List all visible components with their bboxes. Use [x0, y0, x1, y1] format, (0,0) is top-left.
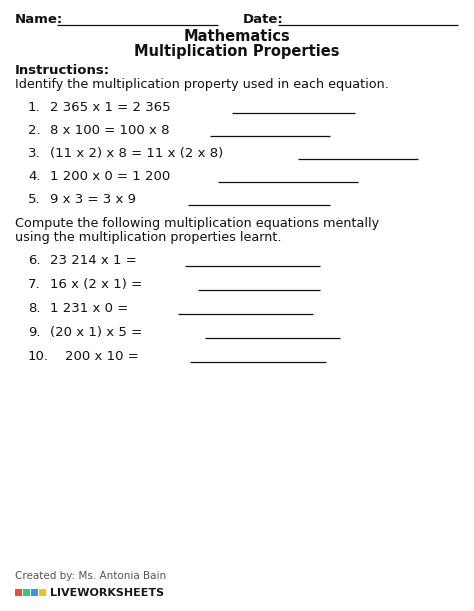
Bar: [31, 589, 38, 596]
Text: Instructions:: Instructions:: [15, 64, 110, 77]
Text: Multiplication Properties: Multiplication Properties: [134, 44, 340, 59]
Text: Date:: Date:: [243, 13, 284, 26]
Text: 2.: 2.: [28, 124, 41, 137]
Text: Created by: Ms. Antonia Bain: Created by: Ms. Antonia Bain: [15, 571, 166, 581]
Text: Mathematics: Mathematics: [183, 29, 291, 44]
Text: 23 214 x 1 =: 23 214 x 1 =: [50, 254, 137, 267]
Bar: [39, 589, 46, 596]
Text: Name:: Name:: [15, 13, 63, 26]
Text: 10.: 10.: [28, 350, 49, 363]
Text: 3.: 3.: [28, 147, 41, 160]
Text: LIVEWORKSHEETS: LIVEWORKSHEETS: [50, 588, 164, 598]
Text: 9.: 9.: [28, 326, 40, 339]
Text: 4.: 4.: [28, 170, 40, 183]
Text: 6.: 6.: [28, 254, 40, 267]
Text: 1.: 1.: [28, 101, 41, 114]
Text: 8 x 100 = 100 x 8: 8 x 100 = 100 x 8: [50, 124, 170, 137]
Text: 5.: 5.: [28, 193, 41, 206]
Text: (20 x 1) x 5 =: (20 x 1) x 5 =: [50, 326, 142, 339]
Text: 7.: 7.: [28, 278, 41, 291]
Text: 1 231 x 0 =: 1 231 x 0 =: [50, 302, 128, 315]
Text: 8.: 8.: [28, 302, 40, 315]
Text: Compute the following multiplication equations mentally: Compute the following multiplication equ…: [15, 217, 379, 230]
Bar: [23, 589, 30, 596]
Text: 16 x (2 x 1) =: 16 x (2 x 1) =: [50, 278, 142, 291]
Text: using the multiplication properties learnt.: using the multiplication properties lear…: [15, 231, 282, 244]
Text: 200 x 10 =: 200 x 10 =: [65, 350, 139, 363]
Text: 1 200 x 0 = 1 200: 1 200 x 0 = 1 200: [50, 170, 170, 183]
Text: 9 x 3 = 3 x 9: 9 x 3 = 3 x 9: [50, 193, 136, 206]
Text: (11 x 2) x 8 = 11 x (2 x 8): (11 x 2) x 8 = 11 x (2 x 8): [50, 147, 223, 160]
Bar: [15, 589, 22, 596]
Text: Identify the multiplication property used in each equation.: Identify the multiplication property use…: [15, 78, 389, 91]
Text: 2 365 x 1 = 2 365: 2 365 x 1 = 2 365: [50, 101, 171, 114]
